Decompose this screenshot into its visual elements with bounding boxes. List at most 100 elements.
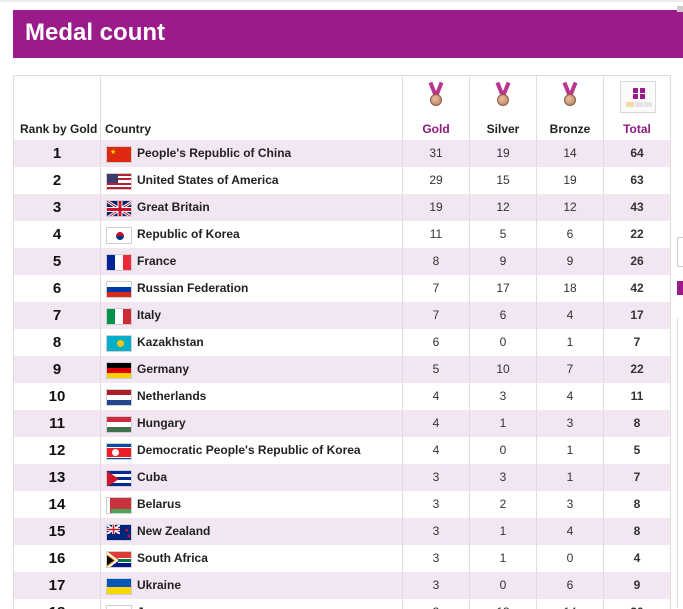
- country-name[interactable]: New Zealand: [137, 524, 211, 538]
- table-row[interactable]: 12 Democratic People's Republic of Korea 4…: [14, 437, 670, 464]
- bronze-count: 1: [566, 470, 574, 484]
- gold-count: 3: [432, 551, 440, 565]
- total-count: 7: [633, 335, 641, 349]
- rank-cell: 8: [52, 334, 62, 351]
- country-name[interactable]: Germany: [137, 362, 190, 376]
- total-count: 42: [630, 281, 644, 295]
- total-count: 17: [630, 308, 644, 322]
- table-row[interactable]: 2 United States of America 29 15 19 63: [14, 167, 670, 194]
- table-row[interactable]: 10 Netherlands 4 3 4 11: [14, 383, 670, 410]
- country-name[interactable]: Republic of Korea: [137, 227, 240, 241]
- rank-cell: 10: [48, 388, 66, 405]
- table-row[interactable]: 13 Cuba 3 3 1 7: [14, 464, 670, 491]
- bronze-count: 1: [566, 443, 574, 457]
- silver-count: 9: [499, 254, 507, 268]
- gold-medal-icon: [428, 81, 444, 110]
- country-name[interactable]: Great Britain: [137, 200, 210, 214]
- bronze-count: 9: [566, 254, 574, 268]
- country-name[interactable]: Hungary: [137, 416, 186, 430]
- total-count: 8: [633, 497, 641, 511]
- germany-flag-icon: [106, 362, 132, 379]
- silver-count: 3: [499, 470, 507, 484]
- gold-count: 3: [432, 470, 440, 484]
- country-name[interactable]: France: [137, 254, 177, 268]
- country-name[interactable]: Cuba: [137, 470, 167, 484]
- column-divider: [469, 76, 470, 609]
- silver-count: 2: [499, 497, 507, 511]
- table-row[interactable]: 11 Hungary 4 1 3 8: [14, 410, 670, 437]
- rank-cell: 3: [52, 199, 62, 216]
- table-row[interactable]: 3 Great Britain 19 12 12 43: [14, 194, 670, 221]
- rank-cell: 7: [52, 307, 62, 324]
- italy-flag-icon: [106, 308, 132, 325]
- side-tab-button[interactable]: [677, 237, 683, 267]
- side-edge-mark: [677, 6, 683, 12]
- bronze-count: 19: [563, 173, 577, 187]
- usa-flag-icon: [106, 173, 132, 190]
- bronze-count: 1: [566, 335, 574, 349]
- column-divider: [536, 76, 537, 609]
- country-name[interactable]: Democratic People's Republic of Korea: [137, 443, 361, 457]
- table-row[interactable]: 6 Russian Federation 7 17 18 42: [14, 275, 670, 302]
- rank-cell: 4: [52, 226, 62, 243]
- header-silver[interactable]: Silver: [486, 122, 520, 136]
- bronze-count: 4: [566, 524, 574, 538]
- header-rank[interactable]: Rank by Gold: [20, 122, 98, 136]
- table-row[interactable]: 16 South Africa 3 1 0 4: [14, 545, 670, 572]
- total-icon: [620, 81, 656, 113]
- header-bronze[interactable]: Bronze: [549, 122, 591, 136]
- header-icons: [14, 76, 670, 118]
- country-name[interactable]: Belarus: [137, 497, 182, 511]
- column-divider: [402, 76, 403, 609]
- rank-cell: 1: [52, 145, 62, 162]
- rank-cell: 6: [52, 280, 62, 297]
- country-name[interactable]: South Africa: [137, 551, 208, 565]
- header-total[interactable]: Total: [623, 122, 651, 136]
- table-row[interactable]: 17 Ukraine 3 0 6 9: [14, 572, 670, 599]
- bronze-count: 4: [566, 308, 574, 322]
- medal-table: 1 ★ People's Republic of China 31 19 14 64 2 Uni…: [13, 75, 671, 609]
- table-row[interactable]: 9 Germany 5 10 7 22: [14, 356, 670, 383]
- country-name[interactable]: Netherlands: [137, 389, 207, 403]
- rank-cell: 12: [48, 442, 66, 459]
- country-name[interactable]: Japan: [137, 599, 172, 609]
- total-count: 22: [630, 227, 644, 241]
- table-row[interactable]: 15 ★ ★ New Zealand 3 1 4 8: [14, 518, 670, 545]
- total-count: 4: [633, 551, 641, 565]
- table-row[interactable]: 8 Kazakhstan 6 0 1 7: [14, 329, 670, 356]
- header-country[interactable]: Country: [105, 122, 151, 136]
- china-flag-icon: ★: [106, 146, 132, 163]
- gold-count: 3: [432, 524, 440, 538]
- table-row[interactable]: 18 Japan 3131430: [14, 599, 670, 609]
- table-row[interactable]: 4 Republic of Korea 11 5 6 22: [14, 221, 670, 248]
- bronze-count: 14: [563, 146, 577, 160]
- country-name[interactable]: People's Republic of China: [137, 146, 292, 160]
- table-row[interactable]: 1 ★ People's Republic of China 31 19 14 64: [14, 140, 670, 167]
- side-accent-tab[interactable]: [677, 281, 683, 295]
- gold-count: 4: [432, 389, 440, 403]
- bronze-count: 14: [537, 599, 603, 609]
- table-row[interactable]: 14 Belarus 3 2 3 8: [14, 491, 670, 518]
- kazakhstan-flag-icon: [106, 335, 132, 352]
- silver-count: 5: [499, 227, 507, 241]
- table-row[interactable]: 5 France 8 9 9 26: [14, 248, 670, 275]
- country-name[interactable]: Ukraine: [137, 578, 182, 592]
- country-name[interactable]: United States of America: [137, 173, 279, 187]
- south-africa-flag-icon: [106, 551, 132, 568]
- japan-flag-icon: [106, 605, 132, 609]
- top-border: [0, 0, 683, 2]
- country-name[interactable]: Italy: [137, 308, 162, 322]
- gold-count: 6: [432, 335, 440, 349]
- total-count: 7: [633, 470, 641, 484]
- total-count: 43: [630, 200, 644, 214]
- total-count: 26: [630, 254, 644, 268]
- header-gold[interactable]: Gold: [422, 122, 450, 136]
- total-count: 64: [630, 146, 644, 160]
- country-name[interactable]: Russian Federation: [137, 281, 249, 295]
- hungary-flag-icon: [106, 416, 132, 433]
- rank-cell: 2: [52, 172, 62, 189]
- total-count: 30: [604, 599, 670, 609]
- country-name[interactable]: Kazakhstan: [137, 335, 204, 349]
- table-row[interactable]: 7 Italy 7 6 4 17: [14, 302, 670, 329]
- gold-count: 8: [432, 254, 440, 268]
